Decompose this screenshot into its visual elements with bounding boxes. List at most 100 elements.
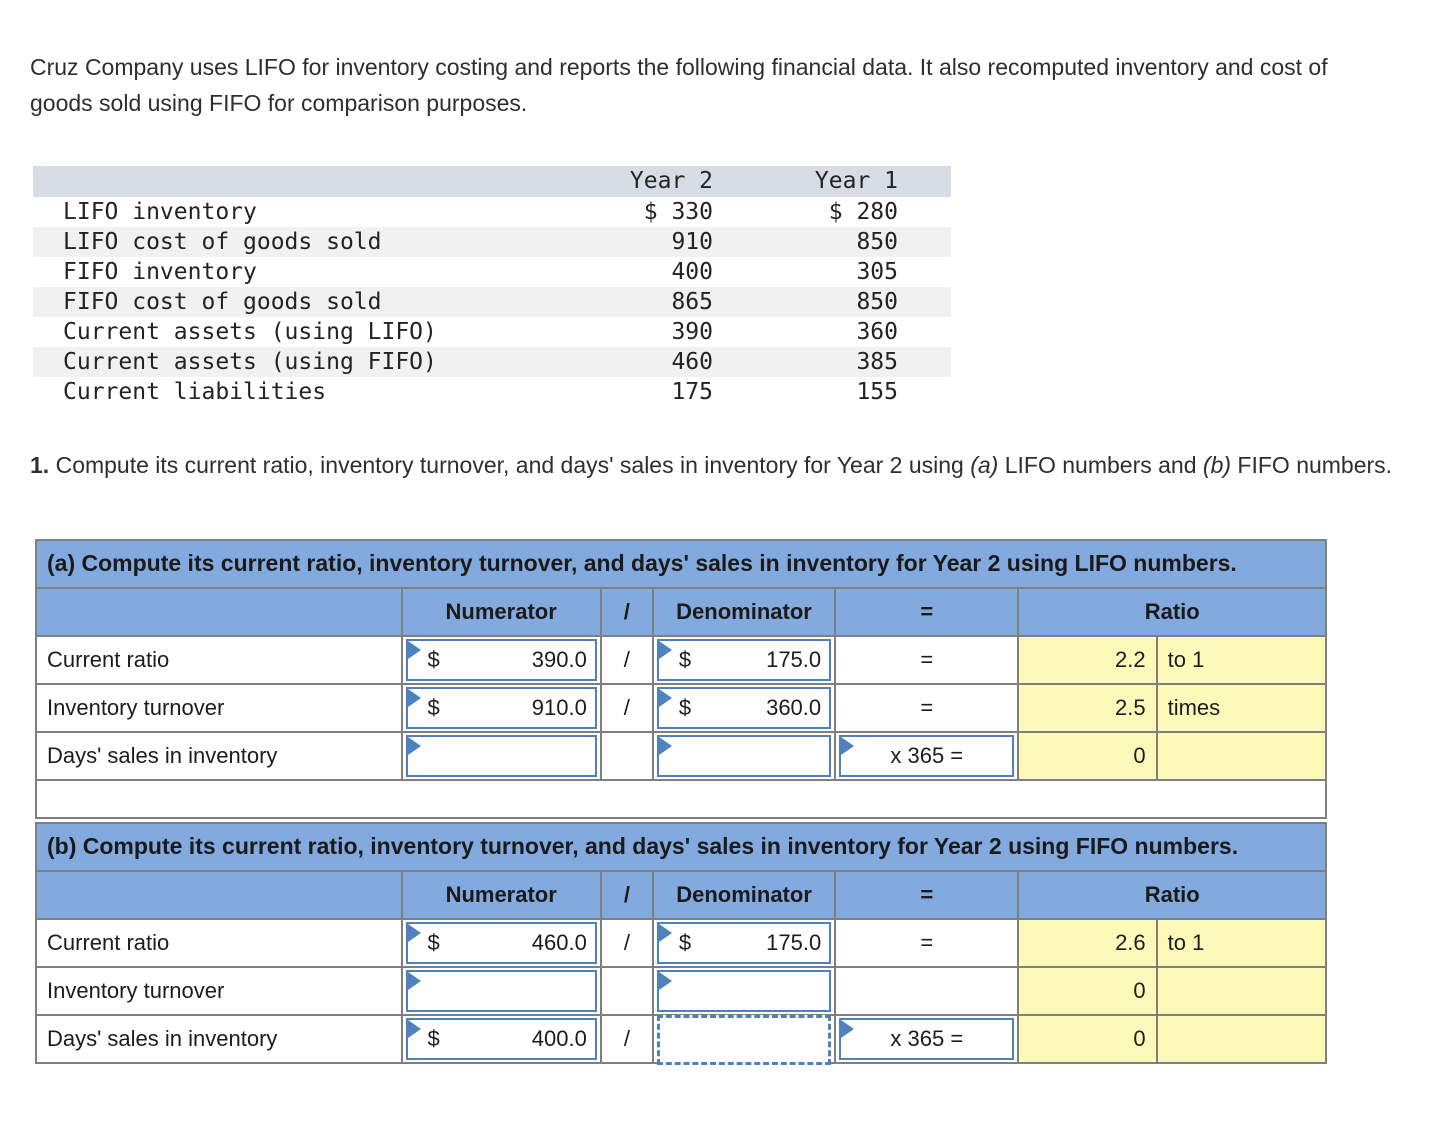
ratio-value: 2.6 [1017, 918, 1158, 969]
requirement-part1: Compute its current ratio, inventory tur… [49, 451, 971, 478]
equals-header: = [834, 870, 1020, 921]
table-row: LIFO inventory $ 330 $ 280 [33, 197, 951, 227]
requirement-b-label: (b) [1202, 451, 1232, 478]
cell-flag-icon [407, 972, 421, 991]
table-row: Current assets (using FIFO) 460 385 [33, 346, 951, 377]
table-row-inventory-turnover: Inventory turnover 0 [35, 966, 1328, 1017]
equals-operator: = [834, 918, 1020, 969]
requirement-a-label: (a) [970, 451, 999, 478]
row-label: Current ratio [35, 918, 403, 969]
requirement-part3: FIFO numbers. [1231, 451, 1393, 478]
divide-operator: / [599, 1014, 654, 1065]
cell-flag-icon [407, 924, 421, 943]
cell-flag-icon [841, 1020, 855, 1039]
numerator-input[interactable]: $ 460.0 [405, 922, 597, 965]
table-row: FIFO inventory 400 305 [33, 257, 951, 287]
ratio-header: Ratio [1017, 870, 1327, 921]
ratio-unit: to 1 [1155, 918, 1328, 969]
worksheet-title-row: (a) Compute its current ratio, inventory… [35, 538, 1327, 590]
worksheet-title-row: (b) Compute its current ratio, inventory… [35, 822, 1327, 873]
cell-flag-icon [658, 689, 672, 708]
divide-header: / [599, 587, 654, 638]
row-label: Days' sales in inventory [35, 1014, 403, 1065]
requirement-number: 1. [30, 451, 50, 478]
numerator-input[interactable]: $ 910.0 [405, 687, 597, 730]
equals-operator: = [834, 683, 1020, 734]
currency-symbol: $ [427, 695, 440, 721]
worksheet-column-header-row: Numerator / Denominator = Ratio [35, 870, 1327, 921]
year2-value: 175 [671, 378, 713, 405]
cell-flag-icon [658, 641, 672, 660]
cell-flag-icon [658, 737, 672, 756]
year1-value: 850 [713, 286, 951, 317]
ratio-header: Ratio [1017, 587, 1327, 638]
denominator-input[interactable]: $ 175.0 [656, 639, 832, 682]
divide-operator: / [599, 918, 654, 969]
year1-header: Year 1 [713, 165, 951, 197]
ratio-unit: times [1155, 683, 1328, 734]
denominator-input[interactable]: $ 175.0 [656, 922, 832, 965]
numerator-header: Numerator [400, 587, 602, 638]
year2-header: Year 2 [533, 165, 713, 197]
numerator-input[interactable] [405, 970, 597, 1013]
ratio-unit [1155, 1014, 1328, 1065]
equals-operator [834, 966, 1020, 1017]
numerator-input[interactable] [405, 735, 597, 778]
table-row-current-ratio: Current ratio $ 460.0 / $ 175.0 = 2.6 to… [35, 918, 1328, 969]
empty-header-cell [35, 587, 403, 638]
denominator-input[interactable]: $ 360.0 [656, 687, 832, 730]
ratio-value: 0 [1017, 1014, 1158, 1065]
year2-value: 400 [671, 258, 713, 285]
numerator-value: 460.0 [531, 930, 587, 956]
currency-symbol: $ [678, 647, 692, 673]
requirement-part2: LIFO numbers and [998, 451, 1203, 478]
year2-value: $ 330 [643, 198, 713, 225]
row-label: FIFO cost of goods sold [33, 286, 533, 317]
currency-symbol: $ [678, 695, 692, 721]
row-label: Inventory turnover [35, 683, 403, 734]
equals-header: = [834, 587, 1020, 638]
empty-header-cell [33, 165, 533, 197]
divide-operator: / [599, 683, 654, 734]
row-label: Current liabilities [63, 378, 327, 405]
denominator-input-active[interactable] [656, 1015, 832, 1066]
denominator-input[interactable] [656, 735, 832, 778]
cell-flag-icon [407, 1020, 421, 1039]
worksheet-b-fifo: (b) Compute its current ratio, inventory… [35, 822, 1328, 1066]
ratio-unit [1155, 731, 1328, 782]
spacer-row [35, 779, 1327, 820]
currency-symbol: $ [678, 930, 692, 956]
year1-value: 155 [856, 378, 898, 405]
denominator-input[interactable] [656, 970, 832, 1013]
numerator-value: 400.0 [531, 1026, 587, 1052]
table-row-days-sales: Days' sales in inventory x 365 = 0 [35, 731, 1328, 782]
ratio-unit [1155, 966, 1328, 1017]
currency-symbol: $ [427, 930, 440, 956]
times-365-input[interactable]: x 365 = [839, 1018, 1015, 1061]
denominator-value: 360.0 [766, 695, 822, 721]
row-label: LIFO cost of goods sold [33, 226, 533, 257]
currency-symbol: $ [427, 1026, 440, 1052]
intro-paragraph: Cruz Company uses LIFO for inventory cos… [30, 54, 1328, 117]
denominator-header: Denominator [651, 870, 837, 921]
row-label: FIFO inventory [63, 258, 257, 285]
divide-operator [599, 966, 654, 1017]
denominator-value: 175.0 [766, 647, 822, 673]
numerator-input[interactable]: $ 390.0 [405, 639, 597, 682]
numerator-value: 910.0 [531, 695, 587, 721]
times-365-label: x 365 = [890, 743, 964, 769]
cell-flag-icon [658, 972, 672, 991]
cell-flag-icon [407, 641, 421, 660]
worksheet-a-lifo: (a) Compute its current ratio, inventory… [35, 538, 1328, 820]
numerator-input[interactable]: $ 400.0 [405, 1018, 597, 1061]
table-row: LIFO cost of goods sold 910 850 [33, 226, 951, 257]
divide-header: / [599, 870, 654, 921]
year2-value: 910 [533, 226, 713, 257]
numerator-header: Numerator [400, 870, 602, 921]
table-row-inventory-turnover: Inventory turnover $ 910.0 / $ 360.0 = 2… [35, 683, 1328, 734]
year1-value: 305 [856, 258, 898, 285]
ratio-value: 2.2 [1017, 635, 1158, 686]
numerator-value: 390.0 [531, 647, 587, 673]
times-365-input[interactable]: x 365 = [839, 735, 1015, 778]
year1-value: 385 [713, 346, 951, 377]
